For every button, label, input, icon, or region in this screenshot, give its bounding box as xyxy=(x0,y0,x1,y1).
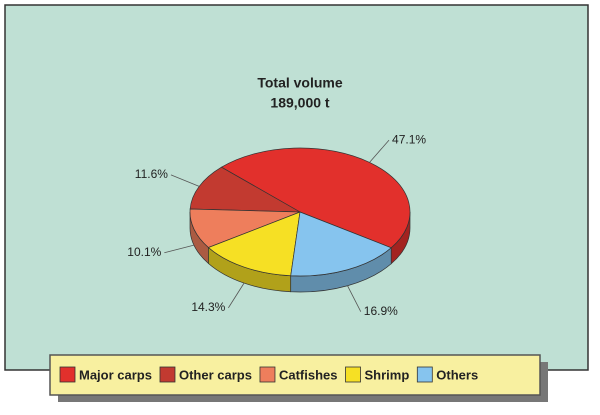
data-label: 16.9% xyxy=(364,304,398,318)
pie-slice xyxy=(290,211,392,277)
legend-swatch xyxy=(259,366,276,383)
legend-label: Catfishes xyxy=(279,367,338,382)
legend-label: Shrimp xyxy=(365,367,410,382)
leader-line xyxy=(369,139,390,163)
chart-subtitle: 189,000 t xyxy=(270,95,329,111)
legend-swatch xyxy=(345,366,361,383)
pie-slice xyxy=(189,166,301,213)
data-label: 11.6% xyxy=(135,167,168,181)
leader-line xyxy=(347,285,362,312)
pie-slice xyxy=(207,211,301,277)
data-label: 14.3% xyxy=(191,300,225,314)
pie-slice xyxy=(220,147,411,249)
legend-label: Others xyxy=(436,367,478,382)
data-label: 10.1% xyxy=(127,245,161,259)
legend-swatch xyxy=(416,366,433,383)
data-label: 47.1% xyxy=(392,132,426,146)
legend-swatch xyxy=(159,366,176,383)
legend-label: Major carps xyxy=(79,367,152,382)
legend-box xyxy=(49,354,541,396)
chart-title: Total volume xyxy=(257,75,343,91)
leader-line xyxy=(170,174,200,187)
leader-line xyxy=(228,282,245,309)
legend-swatch xyxy=(59,366,76,383)
leader-line xyxy=(164,244,195,254)
legend-label: Other carps xyxy=(179,367,252,382)
